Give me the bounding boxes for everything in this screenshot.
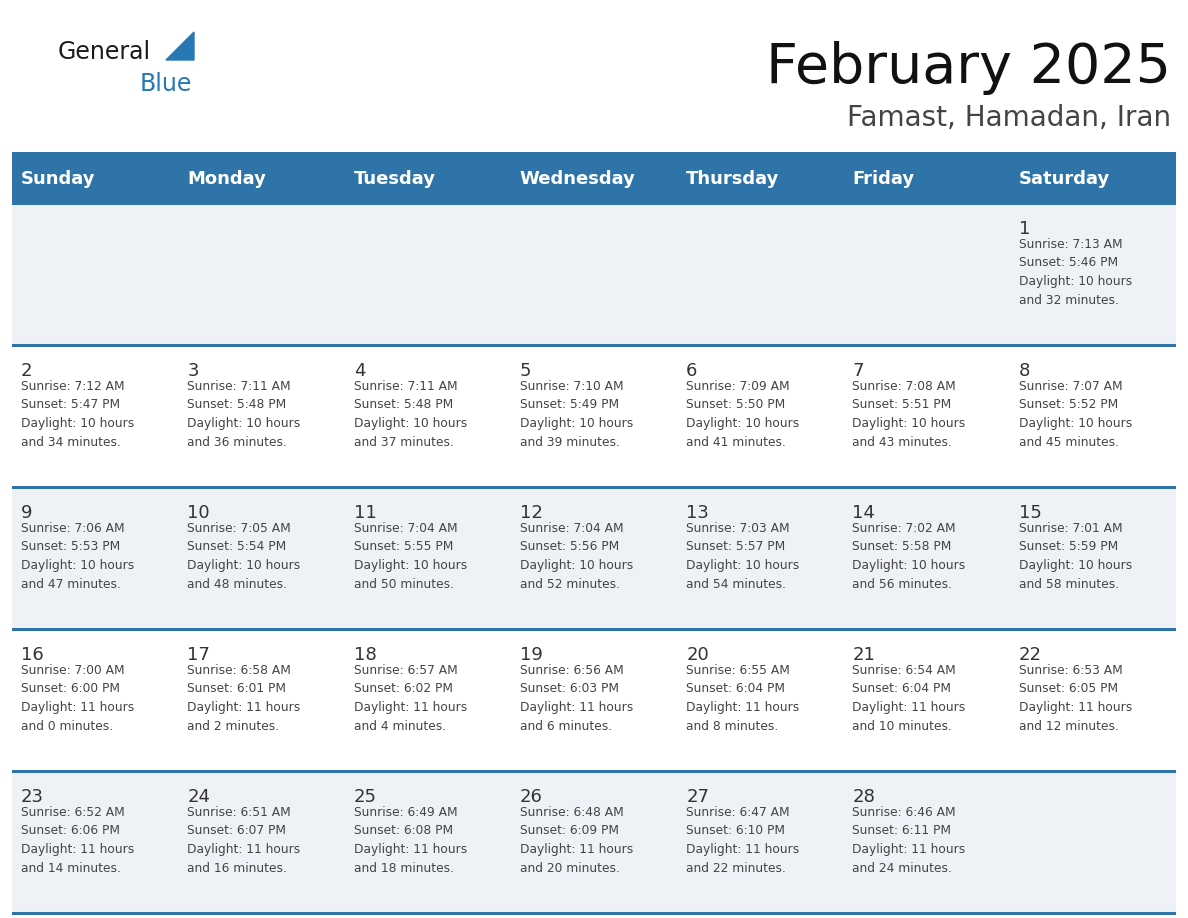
Text: 14: 14 — [853, 504, 876, 522]
Text: Sunrise: 6:57 AM
Sunset: 6:02 PM
Daylight: 11 hours
and 4 minutes.: Sunrise: 6:57 AM Sunset: 6:02 PM Dayligh… — [354, 664, 467, 733]
Text: 10: 10 — [188, 504, 210, 522]
Text: Famast, Hamadan, Iran: Famast, Hamadan, Iran — [847, 104, 1171, 132]
Text: Sunrise: 6:54 AM
Sunset: 6:04 PM
Daylight: 11 hours
and 10 minutes.: Sunrise: 6:54 AM Sunset: 6:04 PM Dayligh… — [853, 664, 966, 733]
Text: 9: 9 — [21, 504, 32, 522]
Bar — [12, 488, 1176, 628]
Text: Wednesday: Wednesday — [520, 170, 636, 188]
Text: Sunrise: 7:05 AM
Sunset: 5:54 PM
Daylight: 10 hours
and 48 minutes.: Sunrise: 7:05 AM Sunset: 5:54 PM Dayligh… — [188, 522, 301, 590]
Text: Sunrise: 7:04 AM
Sunset: 5:55 PM
Daylight: 10 hours
and 50 minutes.: Sunrise: 7:04 AM Sunset: 5:55 PM Dayligh… — [354, 522, 467, 590]
Text: Sunrise: 6:46 AM
Sunset: 6:11 PM
Daylight: 11 hours
and 24 minutes.: Sunrise: 6:46 AM Sunset: 6:11 PM Dayligh… — [853, 806, 966, 875]
Text: Sunrise: 7:08 AM
Sunset: 5:51 PM
Daylight: 10 hours
and 43 minutes.: Sunrise: 7:08 AM Sunset: 5:51 PM Dayligh… — [853, 380, 966, 449]
Bar — [12, 152, 1176, 156]
Bar — [12, 156, 1176, 202]
Bar — [12, 631, 1176, 770]
Text: February 2025: February 2025 — [766, 41, 1171, 95]
Text: 22: 22 — [1019, 646, 1042, 664]
Text: 13: 13 — [687, 504, 709, 522]
Text: Sunrise: 6:52 AM
Sunset: 6:06 PM
Daylight: 11 hours
and 14 minutes.: Sunrise: 6:52 AM Sunset: 6:06 PM Dayligh… — [21, 806, 134, 875]
Text: 27: 27 — [687, 788, 709, 806]
Bar — [12, 202, 1176, 205]
Text: 26: 26 — [520, 788, 543, 806]
Text: 28: 28 — [853, 788, 876, 806]
Text: Sunrise: 7:01 AM
Sunset: 5:59 PM
Daylight: 10 hours
and 58 minutes.: Sunrise: 7:01 AM Sunset: 5:59 PM Dayligh… — [1019, 522, 1132, 590]
Text: 15: 15 — [1019, 504, 1042, 522]
Text: Sunrise: 7:04 AM
Sunset: 5:56 PM
Daylight: 10 hours
and 52 minutes.: Sunrise: 7:04 AM Sunset: 5:56 PM Dayligh… — [520, 522, 633, 590]
Text: 7: 7 — [853, 362, 864, 380]
Text: Sunrise: 7:13 AM
Sunset: 5:46 PM
Daylight: 10 hours
and 32 minutes.: Sunrise: 7:13 AM Sunset: 5:46 PM Dayligh… — [1019, 238, 1132, 307]
Text: Saturday: Saturday — [1019, 170, 1110, 188]
Bar — [12, 770, 1176, 773]
Text: 12: 12 — [520, 504, 543, 522]
Text: 6: 6 — [687, 362, 697, 380]
Text: Friday: Friday — [853, 170, 915, 188]
Text: General: General — [58, 40, 151, 64]
Text: Sunrise: 6:55 AM
Sunset: 6:04 PM
Daylight: 11 hours
and 8 minutes.: Sunrise: 6:55 AM Sunset: 6:04 PM Dayligh… — [687, 664, 800, 733]
Text: Sunrise: 6:51 AM
Sunset: 6:07 PM
Daylight: 11 hours
and 16 minutes.: Sunrise: 6:51 AM Sunset: 6:07 PM Dayligh… — [188, 806, 301, 875]
Text: Sunrise: 6:48 AM
Sunset: 6:09 PM
Daylight: 11 hours
and 20 minutes.: Sunrise: 6:48 AM Sunset: 6:09 PM Dayligh… — [520, 806, 633, 875]
Bar — [12, 628, 1176, 631]
Text: 24: 24 — [188, 788, 210, 806]
Text: 17: 17 — [188, 646, 210, 664]
Polygon shape — [166, 32, 194, 60]
Text: Sunrise: 6:58 AM
Sunset: 6:01 PM
Daylight: 11 hours
and 2 minutes.: Sunrise: 6:58 AM Sunset: 6:01 PM Dayligh… — [188, 664, 301, 733]
Text: Thursday: Thursday — [687, 170, 779, 188]
Text: 21: 21 — [853, 646, 876, 664]
Text: 5: 5 — [520, 362, 531, 380]
Bar — [12, 486, 1176, 488]
Text: Sunrise: 6:47 AM
Sunset: 6:10 PM
Daylight: 11 hours
and 22 minutes.: Sunrise: 6:47 AM Sunset: 6:10 PM Dayligh… — [687, 806, 800, 875]
Text: Sunrise: 7:00 AM
Sunset: 6:00 PM
Daylight: 11 hours
and 0 minutes.: Sunrise: 7:00 AM Sunset: 6:00 PM Dayligh… — [21, 664, 134, 733]
Text: Sunrise: 6:53 AM
Sunset: 6:05 PM
Daylight: 11 hours
and 12 minutes.: Sunrise: 6:53 AM Sunset: 6:05 PM Dayligh… — [1019, 664, 1132, 733]
Text: Sunrise: 7:07 AM
Sunset: 5:52 PM
Daylight: 10 hours
and 45 minutes.: Sunrise: 7:07 AM Sunset: 5:52 PM Dayligh… — [1019, 380, 1132, 449]
Text: Monday: Monday — [188, 170, 266, 188]
Text: Sunday: Sunday — [21, 170, 95, 188]
Text: 19: 19 — [520, 646, 543, 664]
Text: 4: 4 — [354, 362, 365, 380]
Text: 20: 20 — [687, 646, 709, 664]
Text: 8: 8 — [1019, 362, 1030, 380]
Text: Sunrise: 6:56 AM
Sunset: 6:03 PM
Daylight: 11 hours
and 6 minutes.: Sunrise: 6:56 AM Sunset: 6:03 PM Dayligh… — [520, 664, 633, 733]
Text: Tuesday: Tuesday — [354, 170, 436, 188]
Text: 25: 25 — [354, 788, 377, 806]
Bar — [12, 773, 1176, 912]
Bar — [12, 346, 1176, 486]
Text: Sunrise: 7:12 AM
Sunset: 5:47 PM
Daylight: 10 hours
and 34 minutes.: Sunrise: 7:12 AM Sunset: 5:47 PM Dayligh… — [21, 380, 134, 449]
Text: 23: 23 — [21, 788, 44, 806]
Text: Blue: Blue — [140, 72, 192, 96]
Text: 3: 3 — [188, 362, 198, 380]
Text: 11: 11 — [354, 504, 377, 522]
Text: Sunrise: 7:03 AM
Sunset: 5:57 PM
Daylight: 10 hours
and 54 minutes.: Sunrise: 7:03 AM Sunset: 5:57 PM Dayligh… — [687, 522, 800, 590]
Bar — [12, 205, 1176, 344]
Text: Sunrise: 7:11 AM
Sunset: 5:48 PM
Daylight: 10 hours
and 36 minutes.: Sunrise: 7:11 AM Sunset: 5:48 PM Dayligh… — [188, 380, 301, 449]
Text: 16: 16 — [21, 646, 44, 664]
Bar — [12, 344, 1176, 346]
Text: 2: 2 — [21, 362, 32, 380]
Text: 1: 1 — [1019, 220, 1030, 238]
Text: Sunrise: 7:11 AM
Sunset: 5:48 PM
Daylight: 10 hours
and 37 minutes.: Sunrise: 7:11 AM Sunset: 5:48 PM Dayligh… — [354, 380, 467, 449]
Text: Sunrise: 7:02 AM
Sunset: 5:58 PM
Daylight: 10 hours
and 56 minutes.: Sunrise: 7:02 AM Sunset: 5:58 PM Dayligh… — [853, 522, 966, 590]
Text: 18: 18 — [354, 646, 377, 664]
Text: Sunrise: 7:10 AM
Sunset: 5:49 PM
Daylight: 10 hours
and 39 minutes.: Sunrise: 7:10 AM Sunset: 5:49 PM Dayligh… — [520, 380, 633, 449]
Text: Sunrise: 6:49 AM
Sunset: 6:08 PM
Daylight: 11 hours
and 18 minutes.: Sunrise: 6:49 AM Sunset: 6:08 PM Dayligh… — [354, 806, 467, 875]
Text: Sunrise: 7:06 AM
Sunset: 5:53 PM
Daylight: 10 hours
and 47 minutes.: Sunrise: 7:06 AM Sunset: 5:53 PM Dayligh… — [21, 522, 134, 590]
Bar — [12, 912, 1176, 914]
Text: Sunrise: 7:09 AM
Sunset: 5:50 PM
Daylight: 10 hours
and 41 minutes.: Sunrise: 7:09 AM Sunset: 5:50 PM Dayligh… — [687, 380, 800, 449]
